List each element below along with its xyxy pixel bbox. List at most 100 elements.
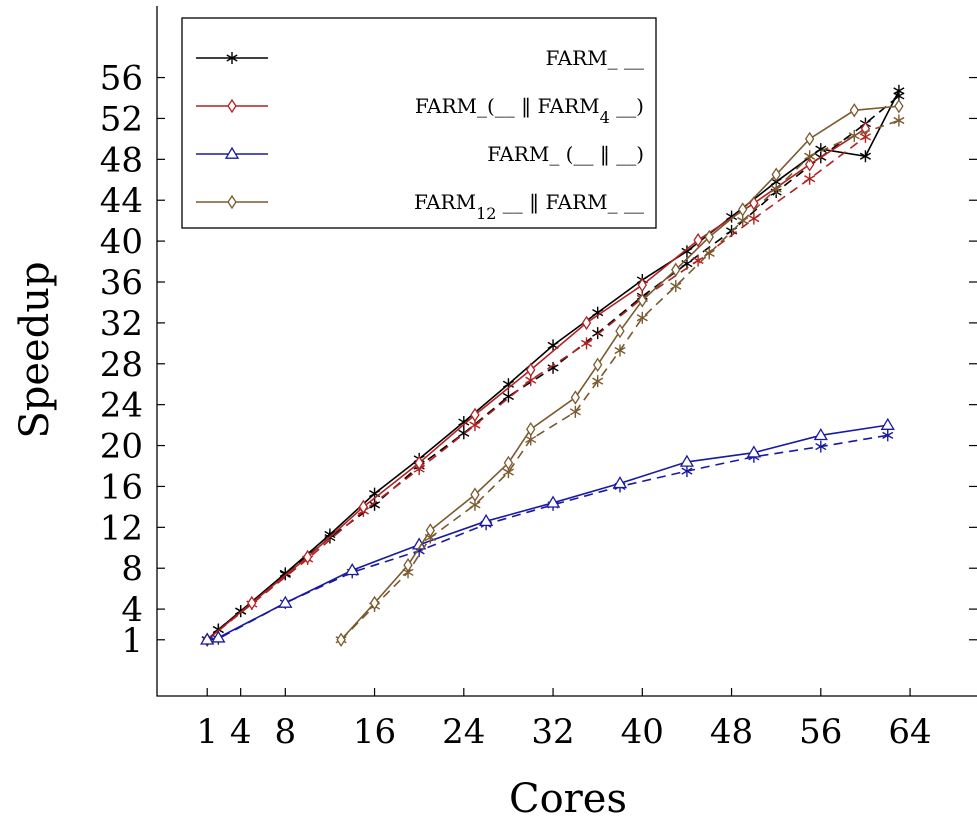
series-2 [200, 417, 895, 646]
x-tick-label: 1 [196, 712, 218, 752]
series-dashed-point [580, 337, 593, 350]
series-solid-point [403, 557, 413, 573]
legend-marker [227, 98, 237, 114]
series-dashed-point [369, 498, 381, 511]
legend-label: FARM_ (__ ‖ __) [487, 142, 644, 167]
series-solid-point [849, 103, 859, 118]
y-axis-title: Speedup [12, 261, 58, 438]
series-solid-point [859, 150, 871, 163]
series-dashed-point [893, 114, 905, 127]
y-tick-label: 24 [100, 386, 143, 426]
series-solid-point [369, 595, 380, 611]
legend-label-part: __ ‖ FARM_ __ [496, 190, 644, 215]
series-solid-point [345, 562, 360, 576]
y-tick-label: 32 [100, 304, 143, 344]
series-solid-point [726, 210, 738, 223]
y-tick-label: 8 [121, 549, 143, 589]
x-tick-label: 16 [353, 712, 396, 752]
y-tick-label: 28 [100, 345, 143, 385]
legend-box [181, 17, 657, 229]
series-solid-point [637, 293, 647, 308]
y-tick-label: 20 [100, 427, 143, 467]
x-tick-label: 56 [799, 712, 842, 752]
series-solid-point [771, 167, 781, 182]
series-solid-point [458, 416, 470, 429]
series-layer [200, 84, 905, 647]
x-tick-label: 48 [710, 712, 753, 752]
series-solid-point [503, 455, 514, 471]
series-solid-point [247, 595, 257, 611]
y-tick-label: 1 [121, 621, 143, 661]
series-dashed-point [592, 327, 604, 340]
series-solid-point [804, 157, 815, 172]
x-tick-label: 64 [888, 712, 931, 752]
series-solid-point [704, 229, 714, 245]
series-solid-point [336, 632, 346, 647]
x-tick-label: 4 [230, 712, 252, 752]
y-tick-label: 36 [100, 263, 143, 303]
series-solid-point [693, 232, 703, 248]
series-solid-point [893, 84, 905, 97]
series-solid-point [815, 143, 827, 156]
series-dashed-point [569, 405, 581, 418]
series-solid-point [470, 407, 480, 423]
series-solid-point [637, 277, 647, 293]
x-tick-label: 24 [442, 712, 485, 752]
y-tick-label: 56 [100, 59, 143, 99]
series-solid-point [324, 528, 336, 541]
legend-label-part: FARM [414, 190, 476, 214]
series-solid-point [526, 362, 536, 378]
series-dashed-point [770, 182, 782, 195]
series-solid-point [804, 131, 815, 147]
series-dashed-point [804, 150, 816, 163]
x-axis-title: Cores [509, 776, 627, 821]
series-solid-point [358, 499, 369, 515]
series-solid-point [671, 262, 681, 277]
series-solid-point [679, 454, 695, 467]
series-dashed-point [882, 429, 894, 442]
series-solid-point [545, 495, 561, 508]
series-dashed-line [207, 434, 888, 641]
series-dashed-point [737, 214, 749, 227]
series-solid-point [425, 523, 436, 538]
legend-label-part: 4 [600, 108, 610, 127]
series-solid-point [200, 632, 215, 645]
legend-label-part: __) [610, 94, 644, 118]
legend-label: FARM_ __ [546, 46, 644, 70]
y-tick-label: 44 [100, 181, 143, 221]
axis-frame [156, 6, 977, 697]
series-solid-point [470, 487, 480, 502]
series-solid-point [414, 455, 424, 471]
series-dashed-point [681, 465, 693, 478]
legend-label: FARM_(__ ‖ FARM4 __) [415, 94, 644, 127]
x-tick-label: 32 [531, 712, 574, 752]
series-solid-point [612, 476, 628, 489]
legend-label-part: 12 [476, 204, 496, 223]
series-solid-point [615, 323, 625, 339]
legend-marker [226, 52, 238, 64]
series-solid-point [592, 306, 604, 319]
series-dashed-point [670, 280, 682, 293]
y-tick-label: 4 [121, 590, 143, 630]
series-dashed-point [614, 344, 626, 357]
legend-label-part: FARM_(__ ‖ FARM [415, 94, 600, 119]
series-dashed-point [748, 212, 760, 225]
legend-marker [227, 194, 237, 210]
series-solid-line [340, 105, 899, 641]
series-solid-point [211, 630, 226, 643]
x-tick-label: 8 [274, 712, 296, 752]
series-solid-point [526, 422, 536, 437]
y-tick-label: 48 [100, 140, 143, 180]
y-tick-label: 40 [100, 222, 143, 262]
series-solid-point [478, 513, 494, 527]
series-solid-point [746, 445, 762, 458]
series-solid-point [880, 417, 895, 430]
series-solid-point [738, 202, 748, 217]
series-solid-point [894, 98, 904, 114]
series-solid-point [681, 245, 693, 258]
series-dashed-point [815, 440, 827, 453]
series-solid-point [593, 357, 603, 372]
series-solid-point [278, 595, 293, 608]
series-3 [335, 98, 905, 647]
legend-label: FARM12 __ ‖ FARM_ __ [414, 190, 644, 223]
